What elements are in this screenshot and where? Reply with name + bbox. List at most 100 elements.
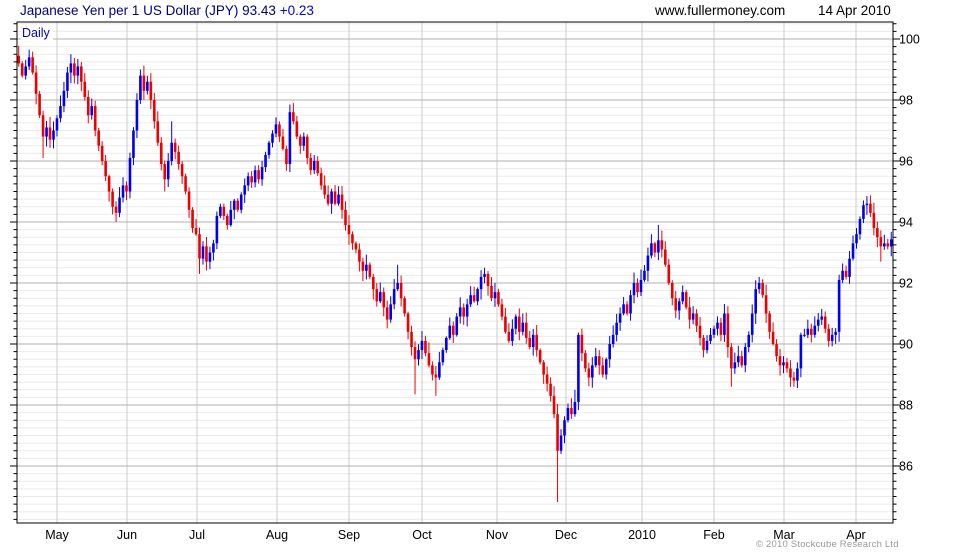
candle-body	[139, 75, 142, 100]
candle-body	[149, 81, 153, 100]
candle-body	[684, 292, 688, 308]
candle-body	[292, 112, 295, 122]
candle-body	[243, 185, 246, 195]
candle-body	[726, 313, 730, 348]
candle-body	[219, 206, 222, 216]
candle-body	[212, 243, 215, 253]
candle-body	[27, 57, 31, 67]
candle-body	[702, 337, 705, 351]
candle-body	[591, 365, 594, 378]
candle-body	[365, 264, 368, 271]
candle-body	[378, 292, 382, 302]
chart-header-title: Japanese Yen per 1 US Dollar (JPY) 93.43…	[20, 3, 314, 18]
candle-body	[504, 316, 507, 332]
candle-body	[288, 112, 292, 165]
candle-body	[608, 344, 611, 360]
y-axis-label: 90	[899, 338, 913, 352]
y-axis-label: 100	[899, 33, 920, 47]
gridlines-major	[17, 38, 893, 467]
candle-body	[507, 331, 511, 341]
candle-body	[159, 142, 163, 165]
candle-body	[830, 334, 834, 341]
candle-body	[208, 252, 212, 262]
candle-body	[184, 176, 187, 192]
candle-body	[889, 239, 893, 247]
candle-body	[166, 161, 170, 180]
candle-body	[20, 63, 24, 76]
candle-body	[278, 124, 281, 137]
candle-body	[118, 197, 121, 213]
candle-body	[264, 154, 267, 168]
candle-body	[552, 395, 556, 415]
candle-body	[410, 331, 413, 348]
candle-body	[62, 90, 66, 107]
candle-body	[761, 283, 764, 296]
candle-body	[775, 344, 778, 357]
candle-body	[417, 350, 420, 360]
candle-body	[392, 289, 396, 305]
candle-body	[827, 328, 830, 341]
candle-body	[198, 234, 201, 259]
candle-body	[879, 237, 883, 247]
axis-labels: 100 98 96 94 92 90 88 86 May Jun Jul Aug Sep Oct Nov De…	[45, 33, 920, 543]
candle-body	[535, 334, 538, 351]
candle-body	[639, 279, 643, 293]
candle-body	[132, 130, 135, 158]
candle-body	[476, 289, 479, 302]
y-axis-label: 92	[899, 277, 913, 291]
candle-body	[434, 374, 438, 378]
candle-body	[424, 340, 427, 354]
candle-body	[104, 161, 107, 177]
candle-body	[664, 249, 667, 265]
candle-body	[333, 191, 337, 204]
candlesticks	[17, 45, 893, 502]
candle-body	[250, 176, 253, 183]
candle-body	[862, 205, 865, 219]
candle-body	[281, 136, 285, 149]
chart-frame	[16, 21, 894, 524]
candle-body	[622, 304, 625, 314]
candle-body	[69, 63, 73, 73]
candle-body	[740, 356, 744, 366]
candle-body	[445, 337, 448, 351]
candle-body	[611, 334, 615, 344]
candle-body	[34, 72, 38, 94]
candle-body	[201, 246, 205, 259]
candle-body	[816, 319, 820, 326]
candle-body	[716, 322, 719, 329]
candle-body	[563, 420, 566, 436]
candle-body	[76, 66, 80, 76]
candle-body	[681, 292, 684, 302]
candle-body	[542, 362, 545, 375]
candle-body	[782, 362, 785, 366]
candle-body	[187, 191, 191, 210]
candle-body	[438, 362, 441, 378]
candle-body	[385, 307, 389, 320]
candle-body	[813, 325, 817, 335]
candle-body	[163, 164, 167, 180]
candle-body	[469, 295, 472, 305]
candle-body	[743, 347, 747, 366]
candle-body	[305, 136, 309, 158]
candle-body	[389, 304, 392, 320]
candle-body	[806, 328, 810, 335]
candle-body	[344, 209, 347, 226]
candle-body	[556, 414, 559, 451]
candle-body	[420, 340, 424, 351]
x-axis-label: 2010	[628, 528, 656, 542]
candle-body	[629, 295, 632, 314]
candle-body	[299, 136, 302, 146]
candle-body	[869, 203, 872, 213]
y-axis-label: 86	[899, 460, 913, 474]
candle-body	[719, 322, 723, 335]
candle-body	[865, 203, 869, 206]
y-axis-label: 98	[899, 94, 913, 108]
candle-body	[677, 301, 681, 311]
candle-body	[372, 276, 375, 290]
candle-body	[146, 81, 149, 91]
candle-body	[493, 292, 497, 299]
candle-body	[48, 127, 52, 140]
candle-body	[511, 328, 514, 341]
candle-body	[229, 209, 233, 226]
candle-body	[810, 328, 813, 335]
